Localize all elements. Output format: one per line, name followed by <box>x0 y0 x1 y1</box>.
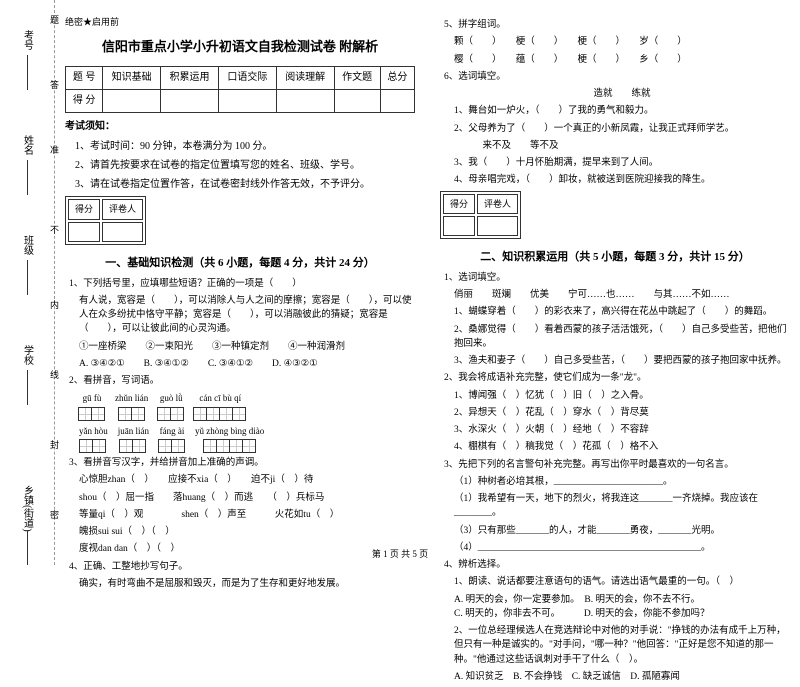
s2q3: （3）只有那些_______的人，才能_______勇夜，_______光明。 <box>454 524 790 538</box>
line <box>27 55 28 90</box>
lbl-school: 学校 <box>20 345 35 365</box>
fold: 线 <box>48 370 61 391</box>
q4-body: 确实，有时弯曲不是屈服和毁灭，而是为了生存和更好地发展。 <box>79 577 415 591</box>
q6-words: 造就 练就 <box>454 87 790 101</box>
sec1-title: 一、基础知识检测（共 6 小题，每题 4 分，共计 24 分） <box>65 255 415 273</box>
q6: 1、舞台如一炉火，（ ）了我的勇气和毅力。 <box>454 104 790 118</box>
q6-lead: 6、选词填空。 <box>444 70 790 84</box>
s2q4-opts2: A. 知识贫乏 B. 不会挣钱 C. 缺乏诚信 D. 孤陋寡闻 <box>454 670 790 684</box>
right-column: 5、拼字组词。 颗（ ） 梗（ ） 梗（ ） 岁（ ） 樱（ ） 蕴（ ） 梗（… <box>440 15 790 687</box>
notice: 2、请首先按要求在试卷的指定位置填写您的姓名、班级、学号。 <box>75 158 415 174</box>
fold: 答 <box>48 80 61 101</box>
s2q2-lead: 2、我会将成语补充完整，使它们成为一条"龙"。 <box>444 371 790 385</box>
binding-sidebar: 考号 姓名 班级 学校 乡镇(街道) 题 答 准 不 内 线 封 密 <box>0 0 55 565</box>
page-footer: 第 1 页 共 5 页 <box>0 547 800 560</box>
s2q2: 1、博闻强（ ）忆犹（ ）旧（ ）之入骨。 <box>454 389 790 403</box>
fold: 封 <box>48 440 61 461</box>
q5: 樱（ ） 蕴（ ） 梗（ ） 乡（ ） <box>454 53 790 67</box>
q6: 4、母亲唱完戏，（ ）卸妆，就被送到医院迎接我的降生。 <box>454 173 790 187</box>
s2q2: 4、棚棋有（ ）稿我觉（ ）花孤（ ）格不入 <box>454 440 790 454</box>
sec2-title: 二、知识积累运用（共 5 小题，每题 3 分，共计 15 分） <box>440 249 790 267</box>
notice: 3、请在试卷指定位置作答，在试卷密封线外作答无效，不予评分。 <box>75 177 415 193</box>
q2-lead: 2、看拼音，写词语。 <box>69 374 415 388</box>
s2q4-opts: A. 明天的会，你一定要参加。 B. 明天的会，你不去不行。 C. 明天的，你非… <box>454 593 790 622</box>
q1-opts: ①一座桥梁 ②一束阳光 ③一种镇定剂 ④一种润滑剂 <box>79 340 415 354</box>
lbl-town: 乡镇(街道) <box>20 485 35 532</box>
grade-box: 得分评卷人 <box>440 191 521 240</box>
s2q2: 2、异想天（ ）花乱（ ）穿水（ ）背尽莫 <box>454 406 790 420</box>
secret-label: 绝密★启用前 <box>65 15 415 29</box>
pinyin-area: gū fùzhǔn liánguò lǜcán cī bù qíyǎn hòuj… <box>65 391 415 453</box>
table-row: 得 分 <box>66 90 415 113</box>
s2q1: 1、蝴蝶穿着（ ）的彩衣来了，高兴得在花丛中跳起了（ ）的舞蹈。 <box>454 305 790 319</box>
s2q3: （1）种树者必培其根，_______________________。 <box>454 475 790 489</box>
exam-title: 信阳市重点小学小升初语文自我检测试卷 附解析 <box>65 37 415 58</box>
q6: 来不及 等不及 <box>454 139 790 153</box>
notice-hdr: 考试须知： <box>65 119 415 135</box>
lbl-name: 姓名 <box>20 135 35 155</box>
line <box>27 260 28 295</box>
table-row: 题 号 知识基础 积累运用 口语交际 阅读理解 作文题 总分 <box>66 67 415 90</box>
fold: 不 <box>48 225 61 246</box>
score-table: 题 号 知识基础 积累运用 口语交际 阅读理解 作文题 总分 得 分 <box>65 66 415 113</box>
q6: 3、我（ ）十月怀胎期满，提早来到了人间。 <box>454 156 790 170</box>
s2q3: （1）我希望有一天，地下的烈火，将我连这_______一齐烧掉。我应该在____… <box>454 492 790 521</box>
line <box>27 370 28 405</box>
q5-lead: 5、拼字组词。 <box>444 18 790 32</box>
s2q4: 1、朗读、说话都要注意语句的语气。请选出语气最重的一句。（ ） <box>454 575 790 589</box>
s2q1: 2、桑娜觉得（ ）看着西蒙的孩子活活饿死，（ ）自己多受些苦，把他们抱回来。 <box>454 323 790 352</box>
fold: 准 <box>48 145 61 166</box>
s2q4-lead: 4、辨析选择。 <box>444 558 790 572</box>
line <box>27 160 28 195</box>
lbl-examno: 考号 <box>20 30 35 50</box>
s2q4b: 2、一位总经理候选人在竞选辩论中对他的对手说："挣钱的办法有成千上万种，但只有一… <box>454 624 790 667</box>
q1-lead: 1、下列括号里，应填哪些短语？正确的一项是（ ） <box>69 277 415 291</box>
q3: 心惊胆zhan（ ） 应接不xia（ ） 迫不ji（ ）待 <box>79 473 415 487</box>
q6: 2、父母养为了（ ）一个真正的小新凤霞，让我正式拜师学艺。 <box>454 122 790 136</box>
s2q2: 3、水深火（ ）火朝（ ）经地（ ）不容辞 <box>454 423 790 437</box>
q1-body: 有人说，宽容是（ ），可以消除人与人之间的摩擦；宽容是（ ），可以使人在众多纷扰… <box>79 294 415 337</box>
notice: 1、考试时间：90 分钟，本卷满分为 100 分。 <box>75 139 415 155</box>
q5: 颗（ ） 梗（ ） 梗（ ） 岁（ ） <box>454 35 790 49</box>
q3-lead: 3、看拼音写汉字，并给拼音加上准确的声调。 <box>69 456 415 470</box>
s2q1-lead: 1、选词填空。 <box>444 271 790 285</box>
lbl-class: 班级 <box>20 235 35 255</box>
fold: 密 <box>48 510 61 531</box>
s2q1: 3、渔夫和妻子（ ）自己多受些苦，（ ）要把西蒙的孩子抱回家中抚养。 <box>454 354 790 368</box>
q4-lead: 4、正确、工整地抄写句子。 <box>69 560 415 574</box>
s2q3-lead: 3、先把下列的名言警句补充完整。再写出你平时最喜欢的一句名言。 <box>444 458 790 472</box>
q3: 魄损sui sui（ ）（ ） <box>79 525 415 539</box>
q3: 等量qi（ ）观 shen（ ）声至 火花如tu（ ） <box>79 508 415 522</box>
left-column: 绝密★启用前 信阳市重点小学小升初语文自我检测试卷 附解析 题 号 知识基础 积… <box>65 15 415 687</box>
page-content: 绝密★启用前 信阳市重点小学小升初语文自我检测试卷 附解析 题 号 知识基础 积… <box>65 15 790 687</box>
q3: shou（ ）屈一指 落huang（ ）而逃 （ ）兵标马 <box>79 491 415 505</box>
q1-choices: A. ③④②① B. ③④①② C. ③④①② D. ④③②① <box>79 357 415 371</box>
grade-box: 得分评卷人 <box>65 196 146 245</box>
fold: 题 <box>48 15 61 36</box>
fold: 内 <box>48 300 61 321</box>
s2q1-words: 俏丽 斑斓 优美 宁可……也…… 与其……不如…… <box>454 288 790 302</box>
